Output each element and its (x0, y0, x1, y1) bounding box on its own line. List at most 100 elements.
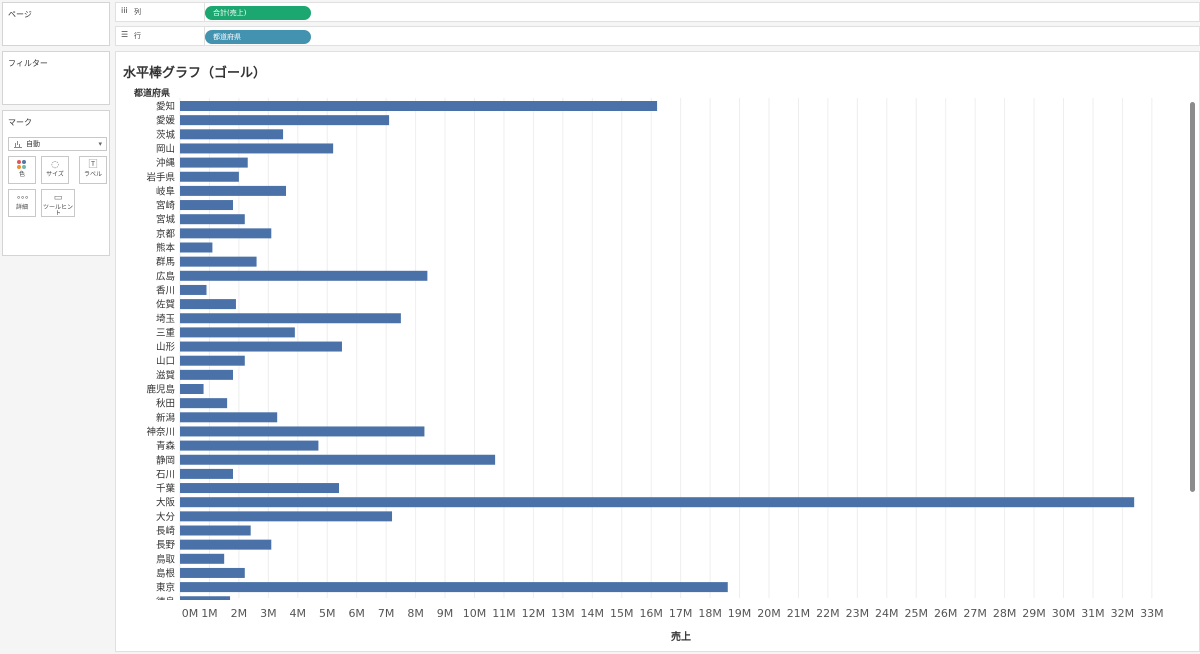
shelf-divider (204, 3, 205, 21)
tooltip-button[interactable]: ▭ ツールヒント (41, 189, 75, 217)
category-label: 神奈川 (146, 426, 175, 438)
x-tick-label: 15M (610, 607, 634, 620)
bar[interactable] (180, 412, 278, 423)
bar[interactable] (180, 101, 658, 111)
x-tick-label: 14M (581, 607, 605, 620)
label-button-label: ラベル (83, 171, 102, 178)
x-tick-label: 10M (463, 607, 487, 620)
color-button[interactable]: 色 (8, 156, 36, 184)
worksheet-title: 水平棒グラフ（ゴール） (123, 66, 267, 81)
category-label: 山形 (156, 341, 176, 353)
bar[interactable] (180, 185, 287, 196)
bar[interactable] (180, 284, 207, 295)
bar[interactable] (180, 228, 272, 239)
rows-pill[interactable]: 都道府県 (205, 30, 311, 44)
x-tick-label: 22M (816, 607, 840, 620)
pages-card[interactable]: ページ (2, 2, 110, 46)
bar[interactable] (180, 582, 728, 593)
detail-button-label: 詳細 (15, 204, 28, 211)
size-icon: ◌ (51, 160, 59, 170)
bar[interactable] (180, 242, 213, 253)
row-field-header[interactable]: 都道府県 (134, 89, 171, 99)
category-label: 佐賀 (156, 299, 175, 311)
marks-card-title: マーク (8, 118, 32, 127)
x-tick-label: 12M (522, 607, 546, 620)
category-label: 鹿児島 (146, 384, 175, 396)
x-tick-label: 29M (1022, 607, 1046, 620)
bar[interactable] (180, 384, 204, 394)
bar[interactable] (180, 214, 245, 225)
category-label: 愛媛 (156, 115, 176, 127)
mark-type-dropdown[interactable]: 自動 ▾ (8, 137, 107, 151)
bar[interactable] (180, 567, 245, 578)
bar[interactable] (180, 129, 284, 140)
x-tick-label: 28M (993, 607, 1017, 620)
bar[interactable] (180, 454, 496, 465)
columns-pill[interactable]: 合計(売上) (205, 6, 311, 20)
bar[interactable] (180, 369, 234, 380)
size-button[interactable]: ◌ サイズ (41, 156, 69, 184)
x-tick-label: 24M (875, 607, 899, 620)
x-tick-label: 3M (260, 607, 277, 620)
bar[interactable] (180, 299, 236, 310)
bar[interactable] (180, 468, 234, 479)
category-label: 秋田 (156, 398, 175, 410)
bar[interactable] (180, 511, 393, 522)
bar[interactable] (180, 398, 228, 409)
category-label: 滋賀 (156, 369, 175, 381)
bar[interactable] (180, 270, 428, 281)
bar[interactable] (180, 426, 425, 437)
bar[interactable] (180, 313, 401, 324)
category-label: 長崎 (156, 525, 176, 537)
x-tick-label: 23M (846, 607, 870, 620)
category-label: 東京 (156, 582, 175, 594)
x-tick-label: 5M (319, 607, 336, 620)
x-tick-label: 11M (492, 607, 516, 620)
category-label: 大阪 (156, 497, 176, 509)
filters-card[interactable]: フィルター (2, 51, 110, 105)
detail-button[interactable]: ∘∘∘ 詳細 (8, 189, 36, 217)
category-label: 広島 (156, 270, 175, 282)
x-tick-label: 33M (1140, 607, 1164, 620)
bar[interactable] (180, 553, 225, 564)
worksheet-view: 水平棒グラフ（ゴール） 都道府県 愛知 愛媛 茨城 岡山 沖縄 岩手県 岐阜 宮崎 宮城 京都 熊本… (115, 51, 1200, 652)
x-tick-label: 1M (201, 607, 218, 620)
bar[interactable] (180, 115, 390, 126)
bar[interactable] (180, 256, 257, 267)
text-label-icon: 🅃 (88, 160, 98, 170)
category-label: 愛知 (156, 101, 175, 113)
vertical-scrollbar[interactable] (1190, 102, 1195, 492)
bar[interactable] (180, 483, 340, 494)
bar[interactable] (180, 539, 272, 550)
columns-shelf[interactable]: iii 列 合計(売上) (115, 2, 1200, 22)
category-label: 千葉 (156, 483, 176, 495)
bar[interactable] (180, 200, 234, 211)
x-tick-label: 25M (905, 607, 929, 620)
rows-shelf[interactable]: ☰ 行 都道府県 (115, 26, 1200, 46)
mark-type-value: 自動 (26, 140, 40, 148)
bar[interactable] (180, 341, 342, 352)
tooltip-button-label: ツールヒント (42, 204, 73, 217)
category-label: 新潟 (156, 412, 175, 424)
bar[interactable] (180, 596, 231, 606)
x-tick-label: 27M (963, 607, 987, 620)
category-label: 三重 (156, 327, 176, 339)
columns-shelf-label: 列 (134, 8, 141, 16)
label-button[interactable]: 🅃 ラベル (79, 156, 107, 184)
bar[interactable] (180, 171, 239, 182)
bar[interactable] (180, 327, 295, 338)
category-label: 宮崎 (156, 200, 176, 212)
bar[interactable] (180, 355, 245, 366)
detail-dots-icon: ∘∘∘ (15, 193, 29, 202)
columns-icon: iii (121, 6, 128, 15)
bar[interactable] (180, 157, 248, 168)
rows-shelf-label: 行 (134, 32, 141, 40)
bar[interactable] (180, 525, 251, 536)
bar[interactable] (180, 143, 334, 154)
bar[interactable] (180, 440, 319, 451)
x-tick-label: 0M (182, 607, 199, 620)
x-tick-label: 31M (1081, 607, 1105, 620)
x-tick-label: 16M (639, 607, 663, 620)
bar[interactable] (180, 497, 1135, 508)
category-label: 鳥取 (156, 553, 176, 565)
